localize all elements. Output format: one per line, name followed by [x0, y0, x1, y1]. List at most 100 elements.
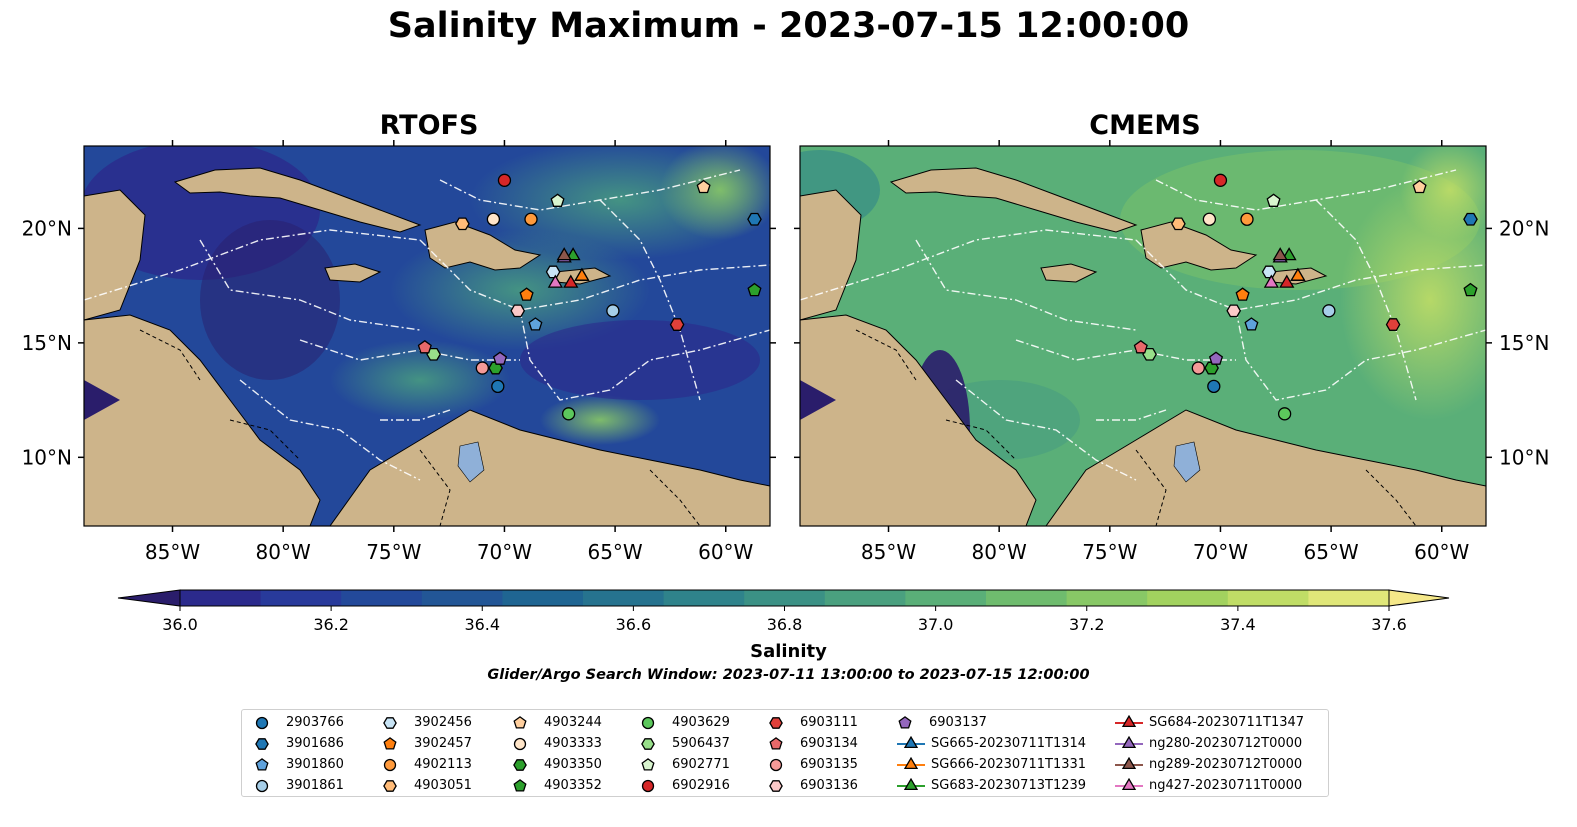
obs-marker-3901686-rtofs — [747, 212, 762, 226]
colorbar-swatch — [663, 590, 745, 606]
obs-marker-SG684-20230711T1347-rtofs — [563, 274, 579, 288]
colorbar-extend-high — [1388, 589, 1450, 607]
colorbar-tick-label: 37.0 — [918, 615, 954, 634]
panel-title-rtofs: RTOFS — [379, 110, 479, 141]
legend-marker — [1121, 736, 1137, 749]
legend-marker — [898, 716, 912, 729]
colorbar-tick-label: 37.2 — [1069, 615, 1105, 634]
obs-marker-3901861-rtofs — [606, 304, 620, 318]
obs-marker-4903629-rtofs — [561, 407, 576, 421]
colorbar-swatch — [421, 590, 503, 606]
legend-marker — [513, 779, 527, 792]
legend-swatch — [1115, 757, 1143, 770]
colorbar-swatch — [583, 590, 665, 606]
map-panel-rtofs — [84, 146, 770, 526]
legend-marker — [383, 717, 397, 729]
colorbar-tick-label: 37.6 — [1371, 615, 1407, 634]
legend-swatch — [383, 737, 397, 750]
legend-swatch — [769, 717, 783, 729]
obs-marker-3901686-cmems — [1463, 212, 1478, 226]
obs-marker-4903051-cmems — [1171, 217, 1186, 231]
legend-label: ng427-20230711T0000 — [1149, 778, 1303, 793]
obs-marker-3902457-rtofs — [519, 287, 534, 301]
lon-tick-label: 75°W — [366, 540, 421, 564]
legend-label: 6903135 — [800, 757, 858, 772]
legend-label: ng280-20230712T0000 — [1149, 736, 1303, 751]
legend-marker — [903, 778, 919, 791]
lat-tick-label-left: 10°N — [22, 445, 72, 469]
obs-marker-ng427-20230711T0000-cmems — [1263, 274, 1279, 288]
obs-marker-6903111-cmems — [1385, 318, 1401, 331]
legend-marker — [255, 738, 269, 750]
lon-tick-label: 85°W — [145, 540, 200, 564]
legend-label: 6903134 — [800, 736, 858, 751]
obs-marker-6902771-rtofs — [550, 193, 565, 207]
legend-label: 5906437 — [672, 736, 730, 751]
lon-tick-label: 70°W — [477, 540, 532, 564]
legend-swatch — [897, 757, 925, 770]
legend-marker — [641, 779, 655, 793]
lat-tick-label-left: 15°N — [22, 331, 72, 355]
obs-marker-6903137-cmems — [1208, 351, 1224, 365]
legend-label: 6902771 — [672, 757, 730, 772]
obs-marker-6903137-rtofs — [492, 351, 508, 365]
obs-marker-5906437-rtofs — [426, 347, 441, 361]
obs-marker-SG684-20230711T1347-cmems — [1279, 274, 1295, 288]
legend-swatch — [255, 758, 269, 771]
legend-swatch — [1115, 715, 1143, 728]
legend-marker — [641, 716, 655, 730]
lat-tick-label-right: 15°N — [1499, 331, 1549, 355]
lon-tick-label: 60°W — [1414, 540, 1469, 564]
map-frame-cmems — [799, 145, 1487, 527]
legend-swatch — [769, 780, 783, 792]
search-window-note: Glider/Argo Search Window: 2023-07-11 13… — [487, 667, 1090, 683]
legend-swatch — [1115, 778, 1143, 791]
legend-marker — [255, 758, 269, 771]
legend-swatch — [641, 738, 655, 750]
lon-tick-label: 60°W — [698, 540, 753, 564]
colorbar-tick-label: 37.4 — [1220, 615, 1256, 634]
obs-marker-4903244-rtofs — [696, 179, 711, 194]
lon-tick-label: 80°W — [972, 540, 1027, 564]
lat-tick-label-right: 10°N — [1499, 445, 1549, 469]
legend-label: 4903352 — [544, 778, 602, 793]
legend-swatch — [383, 758, 397, 772]
legend-swatch — [513, 779, 527, 792]
legend-swatch — [769, 737, 783, 750]
legend-label: 3901861 — [286, 778, 344, 793]
legend-marker — [903, 736, 919, 749]
legend-marker — [641, 758, 655, 771]
legend-swatch — [513, 759, 527, 771]
obs-marker-4903051-rtofs — [455, 217, 470, 231]
legend-swatch — [513, 716, 527, 729]
legend-marker — [513, 716, 527, 729]
legend-marker — [513, 737, 527, 751]
lon-tick-label: 65°W — [587, 540, 642, 564]
legend-swatch — [897, 778, 925, 791]
lat-tick-label-right: 20°N — [1499, 216, 1549, 240]
legend-marker — [903, 757, 919, 770]
legend-marker — [769, 780, 783, 792]
legend-label: 6903137 — [929, 715, 987, 730]
legend-label: 4902113 — [414, 757, 472, 772]
obs-marker-6902916-cmems — [1213, 173, 1228, 187]
colorbar-swatch — [824, 590, 906, 606]
legend-marker — [1121, 778, 1137, 791]
legend-label: 3901860 — [286, 757, 344, 772]
legend-swatch — [513, 737, 527, 751]
colorbar: 36.0 36.2 36.4 36.6 36.8 37.0 37.2 37.4 37.6 — [117, 589, 1450, 634]
map-frame-rtofs — [83, 145, 771, 527]
colorbar-tick-label: 36.6 — [616, 615, 652, 634]
colorbar-swatch — [1066, 590, 1148, 606]
obs-marker-3902456-cmems — [1261, 265, 1277, 279]
legend-label: 4903629 — [672, 715, 730, 730]
lon-tick-label: 85°W — [861, 540, 916, 564]
colorbar-swatch — [341, 590, 423, 606]
obs-marker-3901861-cmems — [1322, 304, 1336, 318]
colorbar-swatch — [986, 590, 1068, 606]
legend-swatch — [255, 716, 269, 730]
legend-label: ng289-20230712T0000 — [1149, 757, 1303, 772]
obs-marker-6903136-cmems — [1226, 304, 1242, 318]
legend-label: 6903111 — [800, 715, 858, 730]
legend-label: SG666-20230711T1331 — [931, 757, 1087, 772]
